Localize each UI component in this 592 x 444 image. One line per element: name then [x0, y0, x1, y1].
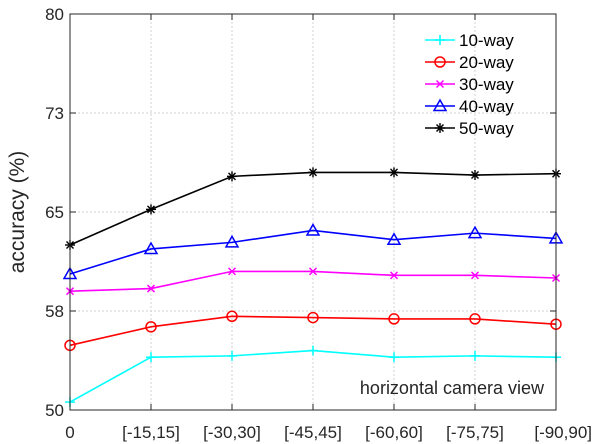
plot-area-border	[69, 13, 557, 411]
data-point-10-way	[308, 345, 318, 356]
series-line-20-way	[69, 315, 557, 347]
y-tick-label: 50	[45, 401, 64, 420]
data-point-50-way	[389, 167, 399, 178]
legend-label: 50-way	[459, 119, 514, 138]
data-point-20-way	[226, 310, 238, 323]
data-point-30-way	[308, 267, 318, 276]
x-tick-label: 0	[65, 423, 74, 442]
x-tick-label: [-90,90]	[534, 423, 592, 442]
data-point-30-way	[146, 284, 156, 293]
y-tick-label: 80	[45, 5, 64, 24]
data-point-10-way	[389, 352, 399, 363]
legend-item-40-way: 40-way	[425, 97, 514, 116]
data-point-10-way	[470, 350, 480, 361]
data-point-50-way	[227, 171, 237, 182]
data-point-10-way	[146, 352, 156, 363]
legend-label: 40-way	[459, 97, 514, 116]
data-point-30-way	[470, 271, 480, 280]
y-tick-label: 73	[45, 104, 64, 123]
data-point-40-way	[305, 222, 321, 236]
data-point-50-way	[470, 170, 480, 181]
x-tick-label: [-60,60]	[365, 423, 423, 442]
data-point-10-way	[227, 350, 237, 361]
data-point-20-way	[307, 311, 319, 324]
series-lines	[62, 167, 564, 408]
series-line-40-way	[69, 229, 557, 275]
data-point-40-way	[467, 225, 483, 239]
legend-marker-20-way	[434, 56, 446, 68]
legend-label: 10-way	[459, 31, 514, 50]
y-tick-label: 58	[45, 302, 64, 321]
y-tick-label: 65	[45, 203, 64, 222]
x-tick-label: [-45,45]	[284, 423, 342, 442]
legend-marker-40-way	[432, 98, 448, 112]
legend-label: 20-way	[459, 53, 514, 72]
data-point-40-way	[143, 241, 159, 255]
data-point-20-way	[469, 313, 481, 325]
legend-item-20-way: 20-way	[425, 53, 514, 72]
legend-item-30-way: 30-way	[425, 75, 514, 94]
legend-item-10-way: 10-way	[425, 31, 514, 50]
data-point-20-way	[388, 313, 400, 325]
legend-marker-30-way	[435, 79, 445, 89]
legend-item-50-way: 50-way	[425, 119, 514, 138]
legend: 10-way 20-way 30-way 40-way 50-way	[425, 31, 514, 138]
x-tick-label: [-30,30]	[203, 423, 261, 442]
data-point-40-way	[386, 232, 402, 245]
x-tick-label: [-75,75]	[446, 423, 504, 442]
legend-marker-10-way	[435, 35, 445, 45]
data-point-30-way	[227, 267, 237, 276]
data-point-40-way	[224, 234, 240, 248]
x-tick-labels: 0 [-15,15] [-30,30] [-45,45] [-60,60] [-75,75…	[65, 423, 592, 442]
legend-marker-50-way	[435, 123, 445, 133]
annotation-label: horizontal camera view	[360, 378, 545, 398]
y-axis-label: accuracy (%)	[6, 151, 29, 274]
y-tick-labels: 50 58 65 73 80	[45, 5, 64, 420]
legend-label: 30-way	[459, 75, 514, 94]
data-point-20-way	[145, 321, 157, 333]
data-point-50-way	[308, 167, 318, 178]
x-tick-label: [-15,15]	[122, 423, 180, 442]
data-point-50-way	[146, 204, 156, 215]
data-point-30-way	[389, 271, 399, 280]
